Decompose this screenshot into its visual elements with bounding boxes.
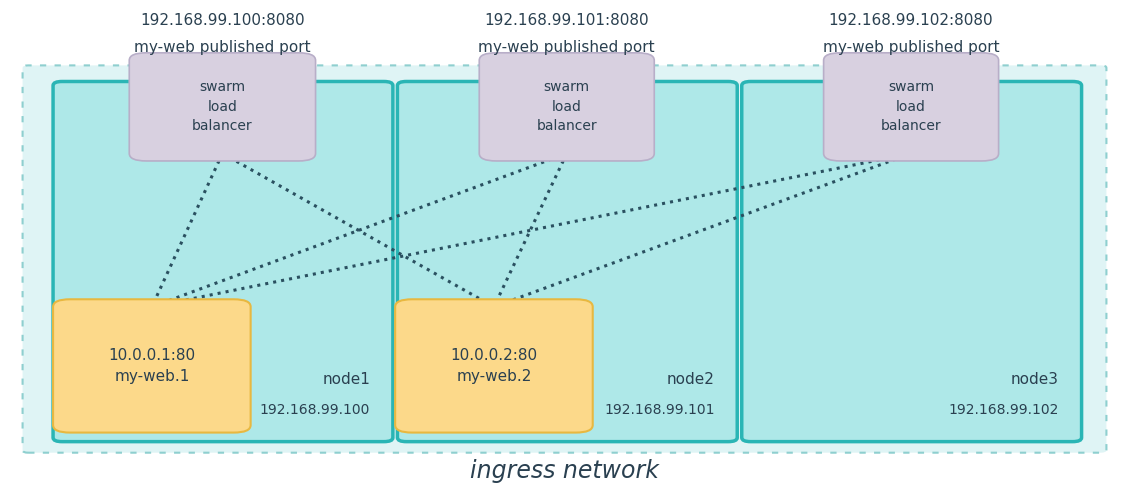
Text: swarm
load
balancer: swarm load balancer bbox=[536, 80, 597, 133]
Text: my-web published port: my-web published port bbox=[823, 40, 999, 55]
Text: node2: node2 bbox=[667, 372, 715, 387]
FancyBboxPatch shape bbox=[23, 65, 1106, 453]
FancyBboxPatch shape bbox=[395, 299, 593, 433]
Text: node3: node3 bbox=[1010, 372, 1059, 387]
FancyBboxPatch shape bbox=[479, 53, 655, 161]
Text: 10.0.0.1:80
my-web.1: 10.0.0.1:80 my-web.1 bbox=[108, 348, 195, 384]
Text: 192.168.99.100: 192.168.99.100 bbox=[260, 403, 370, 417]
Text: node1: node1 bbox=[323, 372, 370, 387]
FancyBboxPatch shape bbox=[397, 81, 737, 442]
Text: my-web published port: my-web published port bbox=[479, 40, 655, 55]
Text: swarm
load
balancer: swarm load balancer bbox=[192, 80, 253, 133]
Text: 192.168.99.101:8080: 192.168.99.101:8080 bbox=[484, 13, 649, 28]
Text: my-web published port: my-web published port bbox=[134, 40, 310, 55]
FancyBboxPatch shape bbox=[53, 81, 393, 442]
Text: 192.168.99.101: 192.168.99.101 bbox=[604, 403, 715, 417]
Text: 192.168.99.100:8080: 192.168.99.100:8080 bbox=[140, 13, 305, 28]
Text: 192.168.99.102: 192.168.99.102 bbox=[948, 403, 1059, 417]
FancyBboxPatch shape bbox=[824, 53, 999, 161]
Text: swarm
load
balancer: swarm load balancer bbox=[881, 80, 942, 133]
FancyBboxPatch shape bbox=[53, 299, 251, 433]
FancyBboxPatch shape bbox=[129, 53, 316, 161]
Text: 10.0.0.2:80
my-web.2: 10.0.0.2:80 my-web.2 bbox=[450, 348, 537, 384]
Text: ingress network: ingress network bbox=[470, 459, 659, 483]
Text: 192.168.99.102:8080: 192.168.99.102:8080 bbox=[829, 13, 994, 28]
FancyBboxPatch shape bbox=[742, 81, 1082, 442]
